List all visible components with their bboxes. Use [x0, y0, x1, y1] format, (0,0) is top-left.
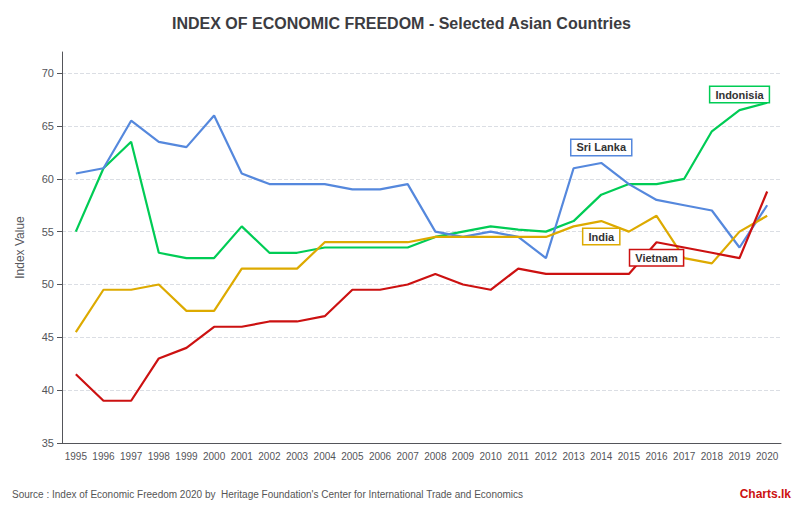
svg-text:55: 55 [42, 226, 54, 238]
svg-text:2000: 2000 [203, 451, 226, 462]
svg-text:Sri Lanka: Sri Lanka [576, 141, 626, 153]
svg-text:2011: 2011 [508, 451, 530, 462]
svg-text:2012: 2012 [535, 451, 558, 462]
svg-text:60: 60 [42, 173, 54, 185]
svg-text:2017: 2017 [673, 451, 696, 462]
svg-text:1995: 1995 [65, 451, 88, 462]
svg-text:2009: 2009 [452, 451, 475, 462]
svg-text:35: 35 [42, 437, 54, 449]
svg-text:50: 50 [42, 278, 54, 290]
svg-text:2004: 2004 [314, 451, 337, 462]
svg-text:2003: 2003 [286, 451, 309, 462]
svg-text:2016: 2016 [645, 451, 668, 462]
svg-text:2005: 2005 [341, 451, 364, 462]
svg-text:2008: 2008 [424, 451, 447, 462]
svg-text:40: 40 [42, 384, 54, 396]
svg-text:2006: 2006 [369, 451, 392, 462]
svg-text:2014: 2014 [590, 451, 613, 462]
svg-text:Source : Index of Economic Fre: Source : Index of Economic Freedom 2020 … [12, 489, 523, 500]
svg-text:1999: 1999 [175, 451, 198, 462]
svg-text:45: 45 [42, 331, 54, 343]
svg-text:2015: 2015 [618, 451, 641, 462]
svg-text:INDEX OF ECONOMIC FREEDOM - Se: INDEX OF ECONOMIC FREEDOM - Selected Asi… [172, 15, 631, 32]
svg-text:Index Value: Index Value [13, 216, 27, 279]
svg-text:2007: 2007 [397, 451, 420, 462]
svg-text:2002: 2002 [258, 451, 281, 462]
svg-text:Indonisia: Indonisia [715, 89, 764, 101]
svg-text:Charts.lk: Charts.lk [740, 487, 792, 501]
svg-text:Vietnam: Vietnam [635, 252, 678, 264]
svg-text:1998: 1998 [148, 451, 171, 462]
svg-text:70: 70 [42, 67, 54, 79]
svg-text:2018: 2018 [701, 451, 724, 462]
svg-text:1997: 1997 [120, 451, 143, 462]
svg-text:1996: 1996 [92, 451, 115, 462]
svg-text:65: 65 [42, 120, 54, 132]
svg-text:2001: 2001 [231, 451, 254, 462]
svg-text:2013: 2013 [562, 451, 585, 462]
svg-text:2020: 2020 [756, 451, 779, 462]
svg-text:2019: 2019 [728, 451, 751, 462]
svg-text:India: India [588, 231, 615, 243]
svg-text:2010: 2010 [480, 451, 503, 462]
